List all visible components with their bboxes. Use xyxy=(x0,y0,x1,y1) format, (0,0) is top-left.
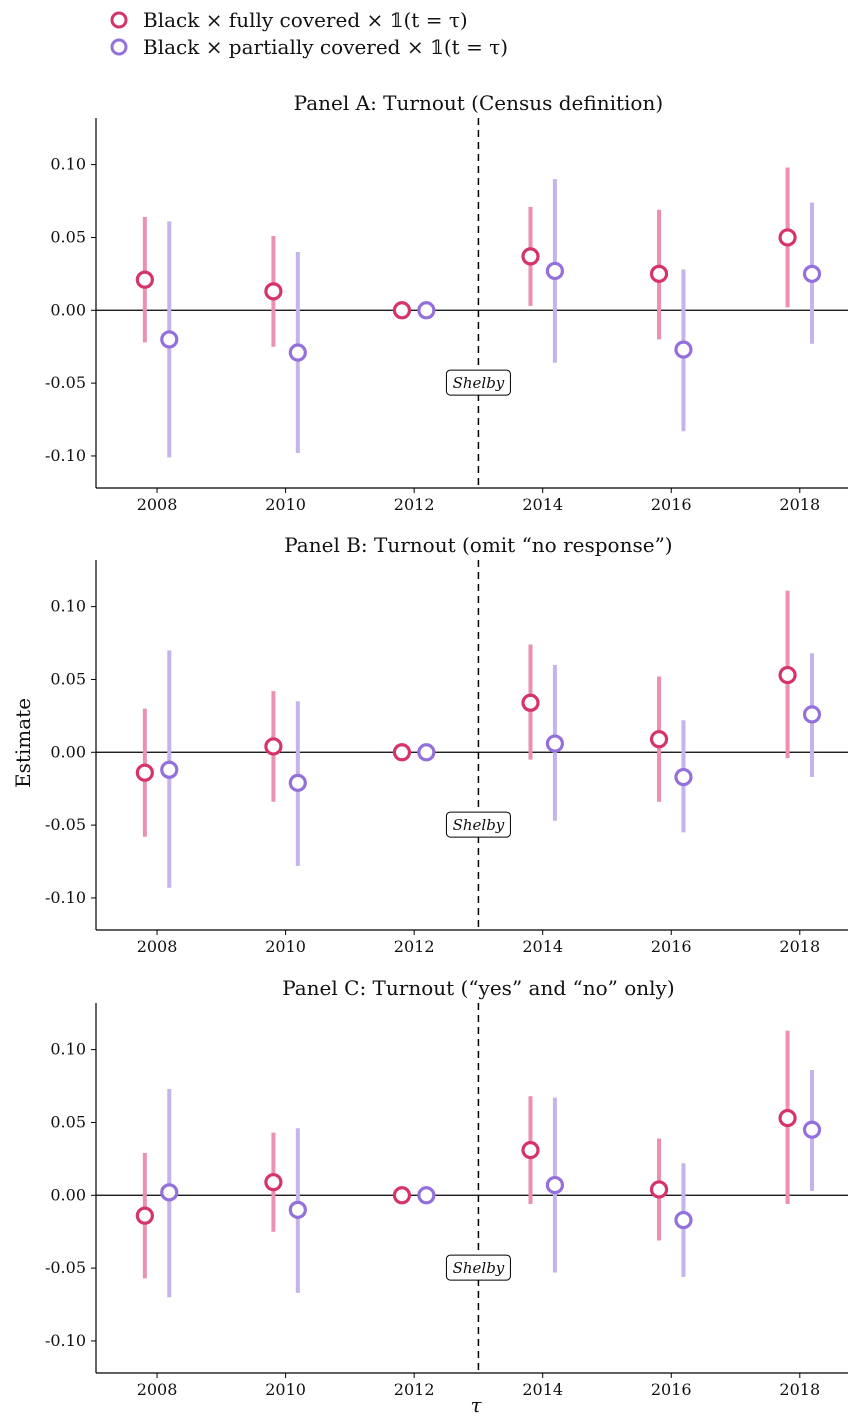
point-partially xyxy=(802,705,822,724)
point-fully xyxy=(135,763,154,782)
y-tick-label: -0.10 xyxy=(45,1331,86,1350)
point-partially xyxy=(160,330,179,349)
point-fully xyxy=(778,1108,797,1128)
point-fully xyxy=(521,1141,540,1160)
point-partially xyxy=(674,340,693,359)
point-partially xyxy=(160,1183,179,1202)
event-annotation-label: Shelby xyxy=(453,1259,505,1277)
x-tick-label: 2012 xyxy=(394,1380,435,1399)
point-partially xyxy=(288,773,307,792)
y-tick-label: -0.10 xyxy=(45,446,86,465)
x-tick-label: 2010 xyxy=(265,1380,306,1399)
x-tick-label: 2008 xyxy=(137,1380,178,1399)
y-tick-label: 0.05 xyxy=(50,1112,86,1131)
panel-title: Panel B: Turnout (omit “no response”) xyxy=(284,533,672,557)
point-fully xyxy=(264,737,283,756)
point-fully xyxy=(521,247,540,266)
point-fully xyxy=(521,693,540,712)
legend-marker-fully xyxy=(110,11,128,29)
legend-label-fully: Black × fully covered × 𝟙(t = τ) xyxy=(143,8,468,32)
event-annotation-label: Shelby xyxy=(453,374,505,392)
y-tick-label: 0.00 xyxy=(50,1185,86,1204)
point-fully xyxy=(778,228,797,247)
event-annotation-box xyxy=(445,811,511,838)
panel-a: Panel A: Turnout (Census definition) 0.10… xyxy=(45,91,848,514)
y-tick-label: 0.10 xyxy=(50,1040,86,1059)
point-partially xyxy=(674,767,693,787)
legend-label-partially: Black × partially covered × 𝟙(t = τ) xyxy=(143,35,508,59)
panel-c: Panel C: Turnout (“yes” and “no” only) 0.… xyxy=(45,976,848,1399)
point-partially xyxy=(417,1186,436,1205)
point-partially xyxy=(288,343,307,362)
x-tick-label: 2014 xyxy=(522,1380,563,1399)
point-fully xyxy=(392,743,412,762)
x-tick-label: 2012 xyxy=(394,937,435,956)
point-fully xyxy=(135,1206,154,1225)
x-tick-label: 2008 xyxy=(137,937,178,956)
event-annotation-box xyxy=(445,369,511,396)
point-partially xyxy=(545,1175,565,1195)
point-fully xyxy=(135,270,154,289)
point-partially xyxy=(674,1210,693,1230)
x-tick-label: 2012 xyxy=(394,495,435,514)
point-fully xyxy=(264,1173,283,1192)
x-tick-label: 2016 xyxy=(651,495,692,514)
y-tick-label: 0.05 xyxy=(50,227,86,246)
panel-b: Panel B: Turnout (omit “no response”) 0.1… xyxy=(45,533,848,956)
point-partially xyxy=(802,1120,822,1139)
x-tick-label: 2018 xyxy=(779,1380,820,1399)
y-tick-label: 0.00 xyxy=(50,300,86,319)
event-annotation-box xyxy=(445,1254,511,1281)
y-tick-label: 0.00 xyxy=(50,742,86,761)
x-tick-label: 2010 xyxy=(265,937,306,956)
point-partially xyxy=(160,760,179,779)
point-fully xyxy=(649,1180,669,1199)
y-tick-label: -0.05 xyxy=(45,373,86,392)
y-tick-label: -0.05 xyxy=(45,815,86,834)
x-tick-label: 2014 xyxy=(522,937,563,956)
legend-marker-partially xyxy=(110,38,128,56)
event-annotation-label: Shelby xyxy=(453,816,505,834)
x-tick-label: 2016 xyxy=(651,937,692,956)
point-partially xyxy=(545,734,565,753)
y-axis-label: Estimate xyxy=(11,698,35,788)
point-partially xyxy=(545,261,565,281)
x-tick-label: 2018 xyxy=(779,937,820,956)
y-tick-label: -0.10 xyxy=(45,888,86,907)
point-fully xyxy=(649,730,669,749)
legend: Black × fully covered × 𝟙(t = τ) Black ×… xyxy=(110,8,508,59)
point-partially xyxy=(417,743,436,762)
x-tick-label: 2008 xyxy=(137,495,178,514)
y-tick-label: 0.10 xyxy=(50,155,86,174)
point-fully xyxy=(392,1186,412,1205)
y-tick-label: 0.05 xyxy=(50,669,86,688)
x-tick-label: 2014 xyxy=(522,495,563,514)
x-axis-label: τ xyxy=(470,1393,482,1417)
panel-title: Panel A: Turnout (Census definition) xyxy=(294,91,663,115)
y-tick-label: -0.05 xyxy=(45,1258,86,1277)
x-tick-label: 2016 xyxy=(651,1380,692,1399)
point-fully xyxy=(264,282,283,301)
point-partially xyxy=(417,301,436,320)
x-tick-label: 2018 xyxy=(779,495,820,514)
point-partially xyxy=(802,264,822,283)
point-fully xyxy=(392,301,412,320)
point-partially xyxy=(288,1200,307,1219)
point-fully xyxy=(649,264,669,283)
x-tick-label: 2010 xyxy=(265,495,306,514)
panels: Panel A: Turnout (Census definition) 0.10… xyxy=(45,91,848,1399)
panel-title: Panel C: Turnout (“yes” and “no” only) xyxy=(282,976,674,1000)
y-tick-label: 0.10 xyxy=(50,597,86,616)
point-fully xyxy=(778,665,797,685)
